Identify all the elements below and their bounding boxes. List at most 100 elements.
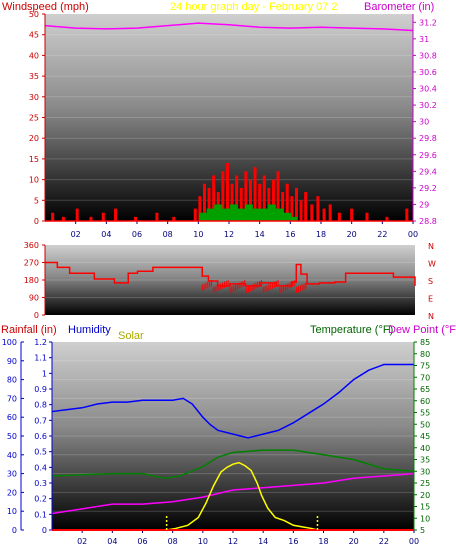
rainfall-tick-label: 0.8 <box>34 401 47 410</box>
gust-bar <box>214 204 223 221</box>
wind-bar <box>221 171 225 221</box>
humidity-tick-label: 60 <box>7 413 17 422</box>
compass-label: S <box>428 277 433 286</box>
solar-label: Solar <box>118 330 144 342</box>
wind-bar <box>248 179 252 221</box>
x-tick-label: 12 <box>228 537 238 546</box>
temperature-tick-label: 25 <box>420 479 430 488</box>
humidity-tick-label: 0 <box>12 526 17 535</box>
temperature-line <box>51 449 415 480</box>
wind-bar <box>51 212 55 221</box>
x-tick-label: 20 <box>349 537 359 546</box>
baro-tick-label: 31.2 <box>419 18 437 27</box>
wind-direction-series <box>45 261 416 294</box>
temperature-tick-label: 20 <box>420 491 430 500</box>
humidity-tick-label: 90 <box>7 357 17 366</box>
wind-bar <box>198 196 202 221</box>
gust-bar <box>198 212 207 221</box>
x-tick-label: 10 <box>198 537 208 546</box>
baro-tick-label: 28.8 <box>419 217 437 226</box>
gust-bar <box>206 208 215 221</box>
temperature-label: Temperature (°F) <box>310 324 393 336</box>
baro-tick-label: 29.6 <box>419 151 437 160</box>
rainfall-tick-label: 0.4 <box>34 463 47 472</box>
baro-tick-label: 31 <box>419 35 429 44</box>
x-tick-label: 14 <box>255 230 265 239</box>
compass-label: N <box>428 312 434 321</box>
temperature-tick-label: 80 <box>420 350 430 359</box>
wind-bar <box>75 208 79 221</box>
wind-bar <box>365 212 369 221</box>
rainfall-tick-label: 0.3 <box>34 479 47 488</box>
rain-temp-plot-area <box>52 342 414 530</box>
humidity-tick-label: 80 <box>7 376 17 385</box>
x-tick-label: 08 <box>168 537 178 546</box>
gust-bar <box>229 204 238 221</box>
wind-bar <box>285 183 289 221</box>
humidity-tick-label: 50 <box>7 432 17 441</box>
wind-baro-series <box>44 22 414 222</box>
direction-tick-label: 180 <box>24 276 39 285</box>
wind-bar <box>262 175 266 221</box>
x-tick-label: 08 <box>163 230 173 239</box>
rain-temp-series <box>51 363 415 531</box>
x-tick-label: 22 <box>377 230 387 239</box>
wind-bar <box>114 208 118 221</box>
wind-direction-line <box>45 261 416 287</box>
gust-bar <box>260 208 269 221</box>
wind-bar <box>235 175 239 221</box>
temperature-tick-label: 10 <box>420 514 430 523</box>
wind-tick-label: 25 <box>29 114 39 123</box>
wind-bar <box>304 192 308 221</box>
wind-bar <box>172 216 176 221</box>
wind-bar <box>337 212 341 221</box>
chart-title: 24 hour graph day - February 07 2 <box>170 1 338 13</box>
humidity-tick-label: 30 <box>7 470 17 479</box>
wind-direction-axis-ticks: 0 90 180 270 360 <box>24 241 45 320</box>
wind-bar <box>294 187 298 221</box>
x-tick-label: 12 <box>224 230 234 239</box>
humidity-tick-label: 100 <box>2 338 17 347</box>
baro-tick-label: 29.8 <box>419 134 437 143</box>
baro-axis-ticks: 28.8 29 29.2 29.4 29.6 29.8 30 30.2 30.4 30.6 30.8… <box>413 18 437 226</box>
wind-bar <box>244 171 248 221</box>
x-tick-label: 20 <box>347 230 357 239</box>
gust-bar <box>244 204 253 221</box>
wind-direction-grid <box>45 262 415 298</box>
gust-bar <box>267 204 276 221</box>
barometer-line <box>44 22 414 32</box>
rainfall-tick-label: 1.2 <box>34 338 47 347</box>
x-tick-label: 02 <box>77 537 87 546</box>
x-tick-label: 18 <box>316 230 326 239</box>
compass-label: E <box>428 295 433 304</box>
wind-bar <box>405 208 409 221</box>
humidity-line <box>51 363 414 439</box>
wind-bar <box>322 208 326 221</box>
wind-bar <box>350 208 354 221</box>
humidity-tick-label: 40 <box>7 451 17 460</box>
rainfall-axis-ticks: 0 0.1 0.2 0.3 0.4 0.5 0.6 0.7 0.8 0.9 1 1.1 1.2 <box>34 338 52 535</box>
temperature-tick-label: 50 <box>420 420 430 429</box>
gust-bar <box>275 208 284 221</box>
wind-bar <box>299 200 303 221</box>
temperature-tick-label: 70 <box>420 373 430 382</box>
wind-bar <box>276 171 280 221</box>
baro-tick-label: 29.2 <box>419 184 437 193</box>
rainfall-tick-label: 0 <box>42 526 47 535</box>
dewpoint-line <box>51 472 415 515</box>
rainfall-tick-label: 0.5 <box>34 448 47 457</box>
temperature-tick-label: 30 <box>420 467 430 476</box>
direction-tick-label: 0 <box>34 311 39 320</box>
direction-tick-label: 360 <box>24 241 39 250</box>
direction-tick-label: 90 <box>29 294 39 303</box>
x-tick-label: 14 <box>258 537 268 546</box>
wind-bar <box>253 167 257 221</box>
x-tick-label: 00 <box>408 230 418 239</box>
x-tick-label: 16 <box>288 537 298 546</box>
rainfall-tick-label: 1.1 <box>34 354 47 363</box>
baro-tick-label: 30 <box>419 118 429 127</box>
